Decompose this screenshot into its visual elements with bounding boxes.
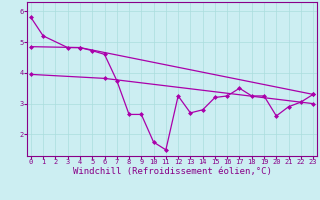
X-axis label: Windchill (Refroidissement éolien,°C): Windchill (Refroidissement éolien,°C) xyxy=(73,167,271,176)
